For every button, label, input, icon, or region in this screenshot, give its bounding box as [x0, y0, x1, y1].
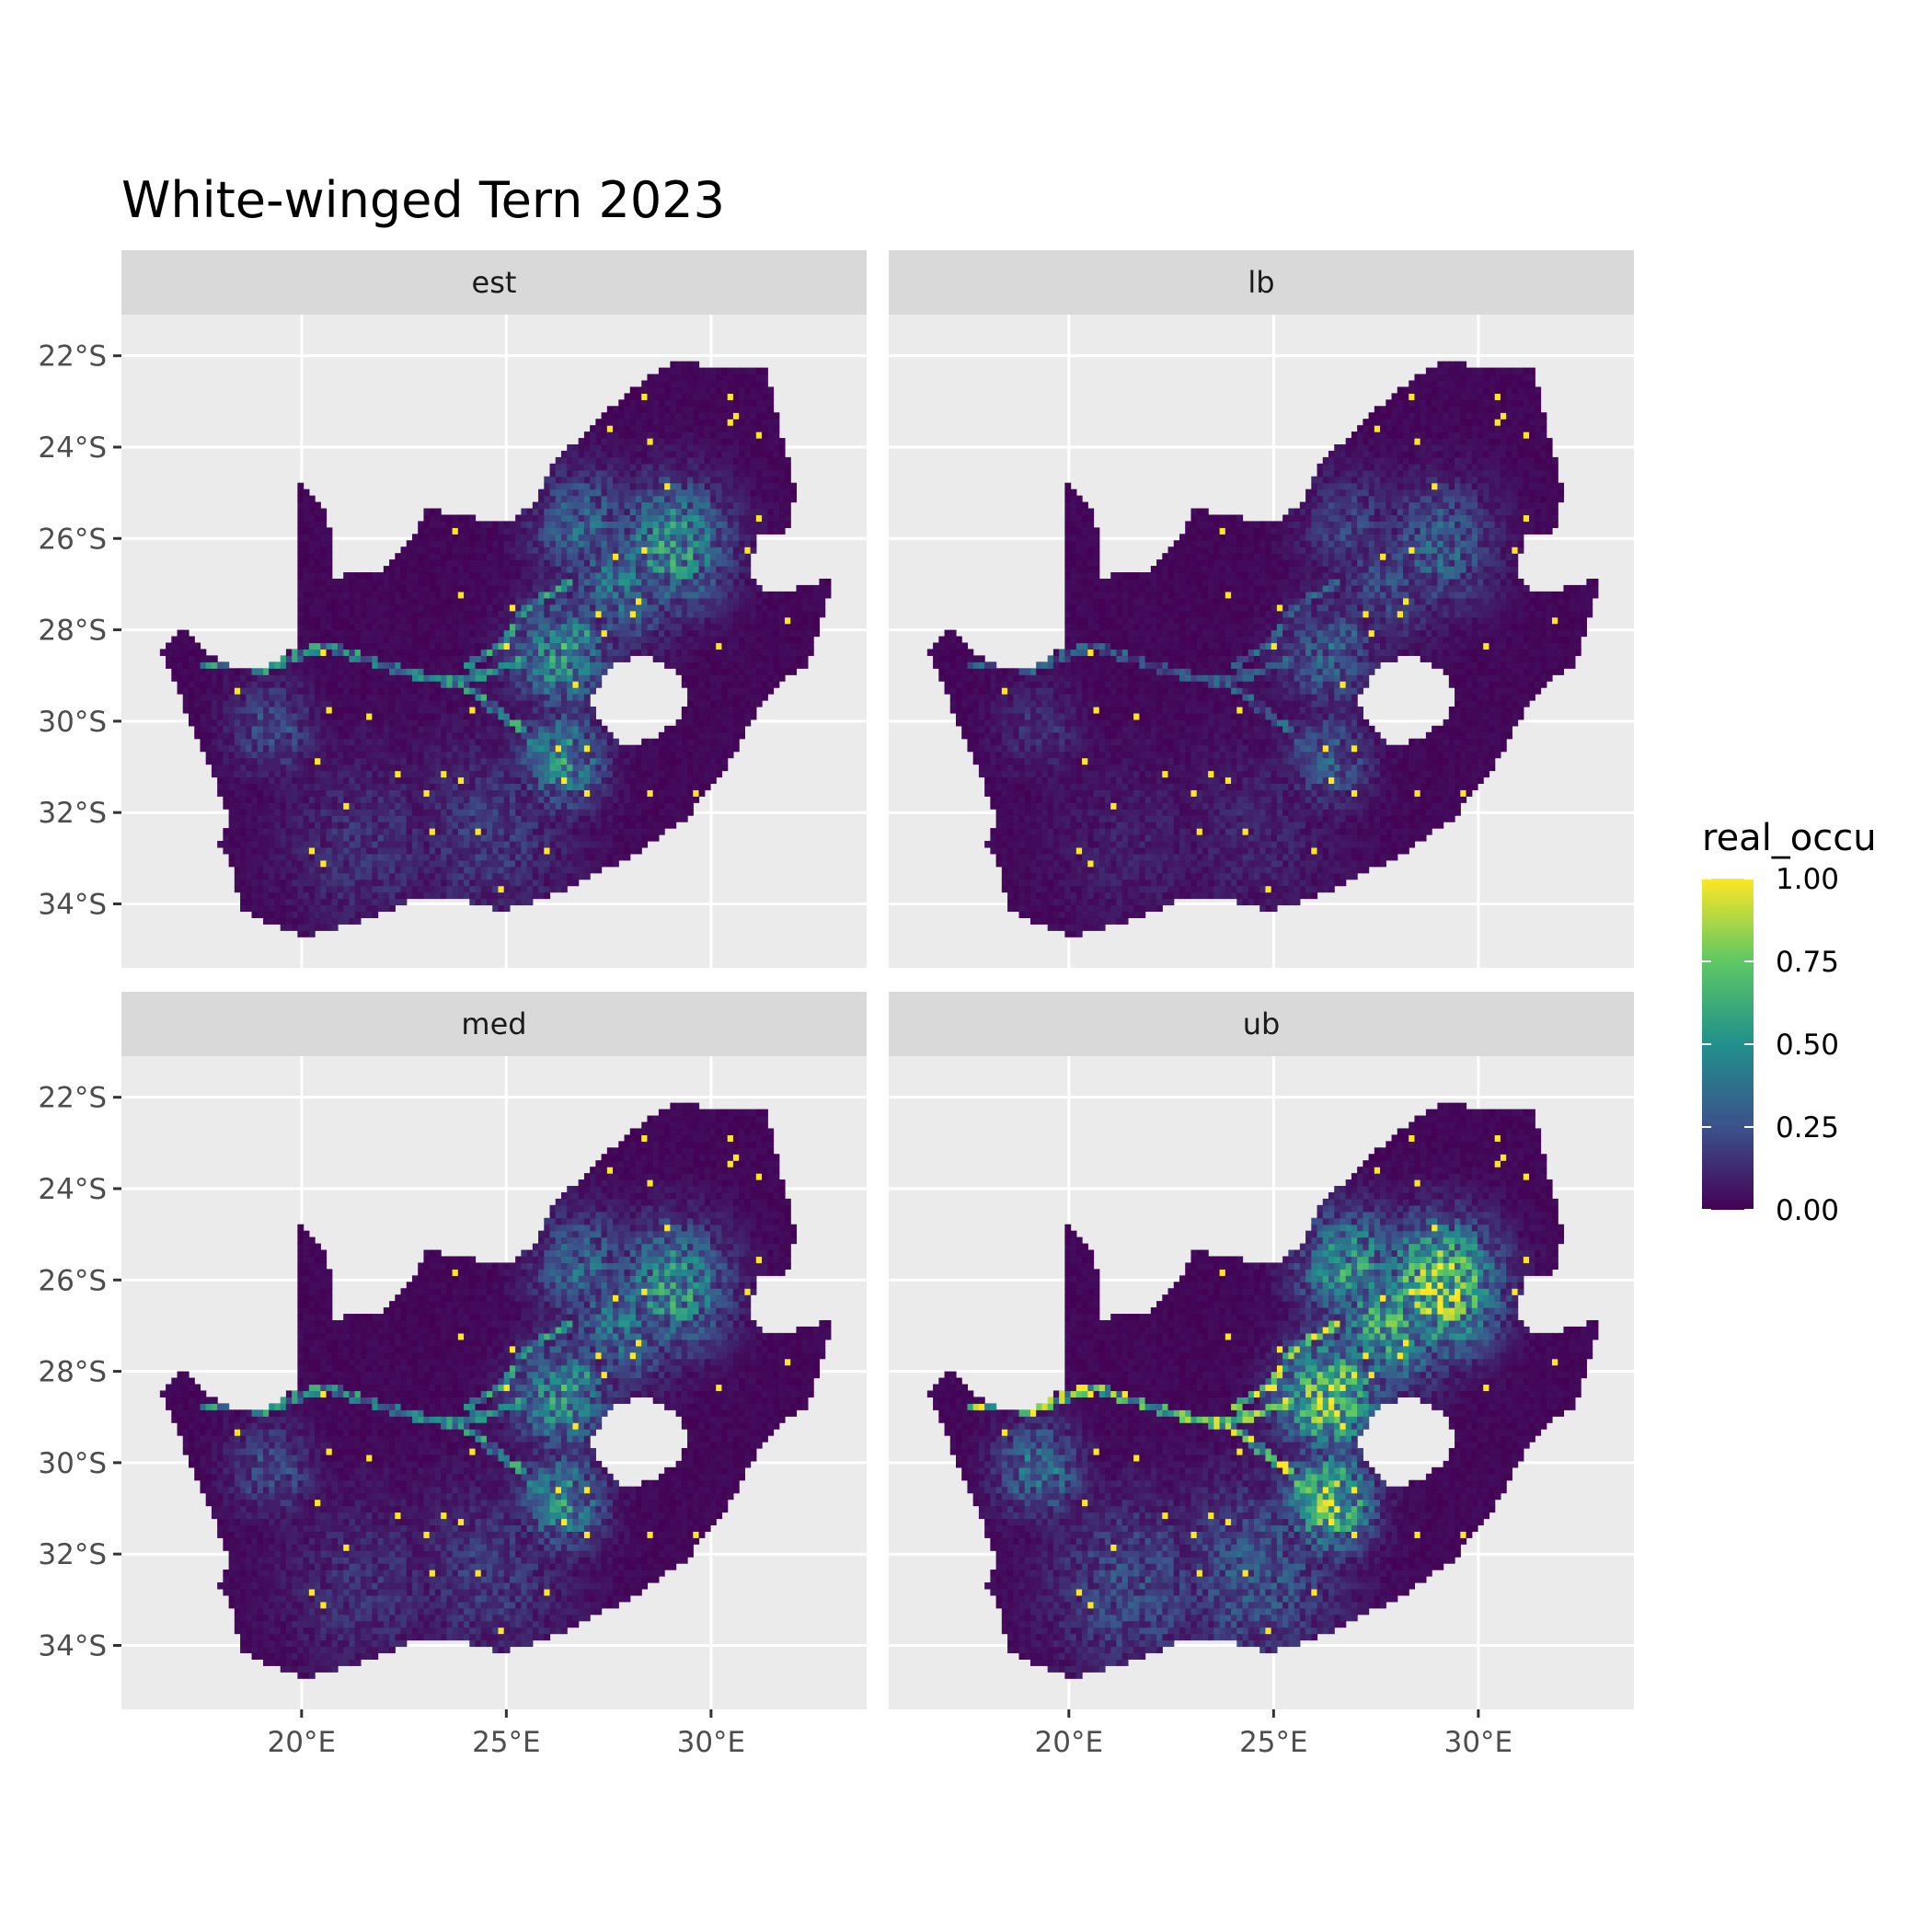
x-tick-label: 30°E	[677, 1726, 746, 1759]
facet-strip-label: lb	[1248, 265, 1274, 300]
facet-strip-label: est	[472, 265, 517, 300]
y-tick-label: 28°S	[38, 615, 107, 648]
legend-tick-label: 0.25	[1776, 1111, 1839, 1144]
legend: real_occu 1.00 0.75 0.50 0.25 0.00	[1702, 817, 1877, 1227]
legend-tick-label: 1.00	[1776, 863, 1839, 896]
facet-panel-ub: ub 20°E 25°E 30°E	[889, 992, 1634, 1759]
y-tick-label: 26°S	[38, 1264, 107, 1297]
x-tick-label: 20°E	[268, 1726, 337, 1759]
y-tick-label: 30°S	[38, 1447, 107, 1480]
y-tick-label: 24°S	[38, 431, 107, 465]
legend-title: real_occu	[1702, 817, 1877, 859]
figure-title: White-winged Tern 2023	[121, 171, 725, 229]
x-tick-label: 20°E	[1035, 1726, 1104, 1759]
facet-panel-est: est 22°S 24°S 26°S 28°S 30°S 32°S 34°S	[38, 250, 867, 968]
y-tick-label: 22°S	[38, 1082, 107, 1115]
legend-tick-label: 0.00	[1776, 1194, 1839, 1227]
y-tick-label: 26°S	[38, 523, 107, 556]
legend-tick-label: 0.75	[1776, 946, 1839, 979]
y-tick-label: 30°S	[38, 706, 107, 739]
y-tick-label: 32°S	[38, 1538, 107, 1571]
x-tick-label: 25°E	[472, 1726, 541, 1759]
facet-strip-label: ub	[1243, 1006, 1281, 1041]
y-tick-label: 22°S	[38, 340, 107, 374]
facet-panel-med: med 22°S 24°S 26°S 28°S 30°S 32°S 34°S 20°E 25°E 3…	[38, 992, 867, 1759]
y-tick-label: 24°S	[38, 1173, 107, 1206]
y-tick-label: 28°S	[38, 1356, 107, 1389]
facet-panels: est 22°S 24°S 26°S 28°S 30°S 32°S 34°S lb med 22°S…	[38, 250, 1634, 1759]
y-tick-label: 32°S	[38, 797, 107, 830]
facet-panel-lb: lb	[889, 250, 1634, 968]
y-tick-label: 34°S	[38, 1629, 107, 1662]
x-tick-label: 30°E	[1444, 1726, 1513, 1759]
y-tick-label: 34°S	[38, 888, 107, 921]
legend-tick-label: 0.50	[1776, 1029, 1839, 1062]
facet-strip-label: med	[461, 1006, 526, 1041]
x-tick-label: 25°E	[1239, 1726, 1308, 1759]
